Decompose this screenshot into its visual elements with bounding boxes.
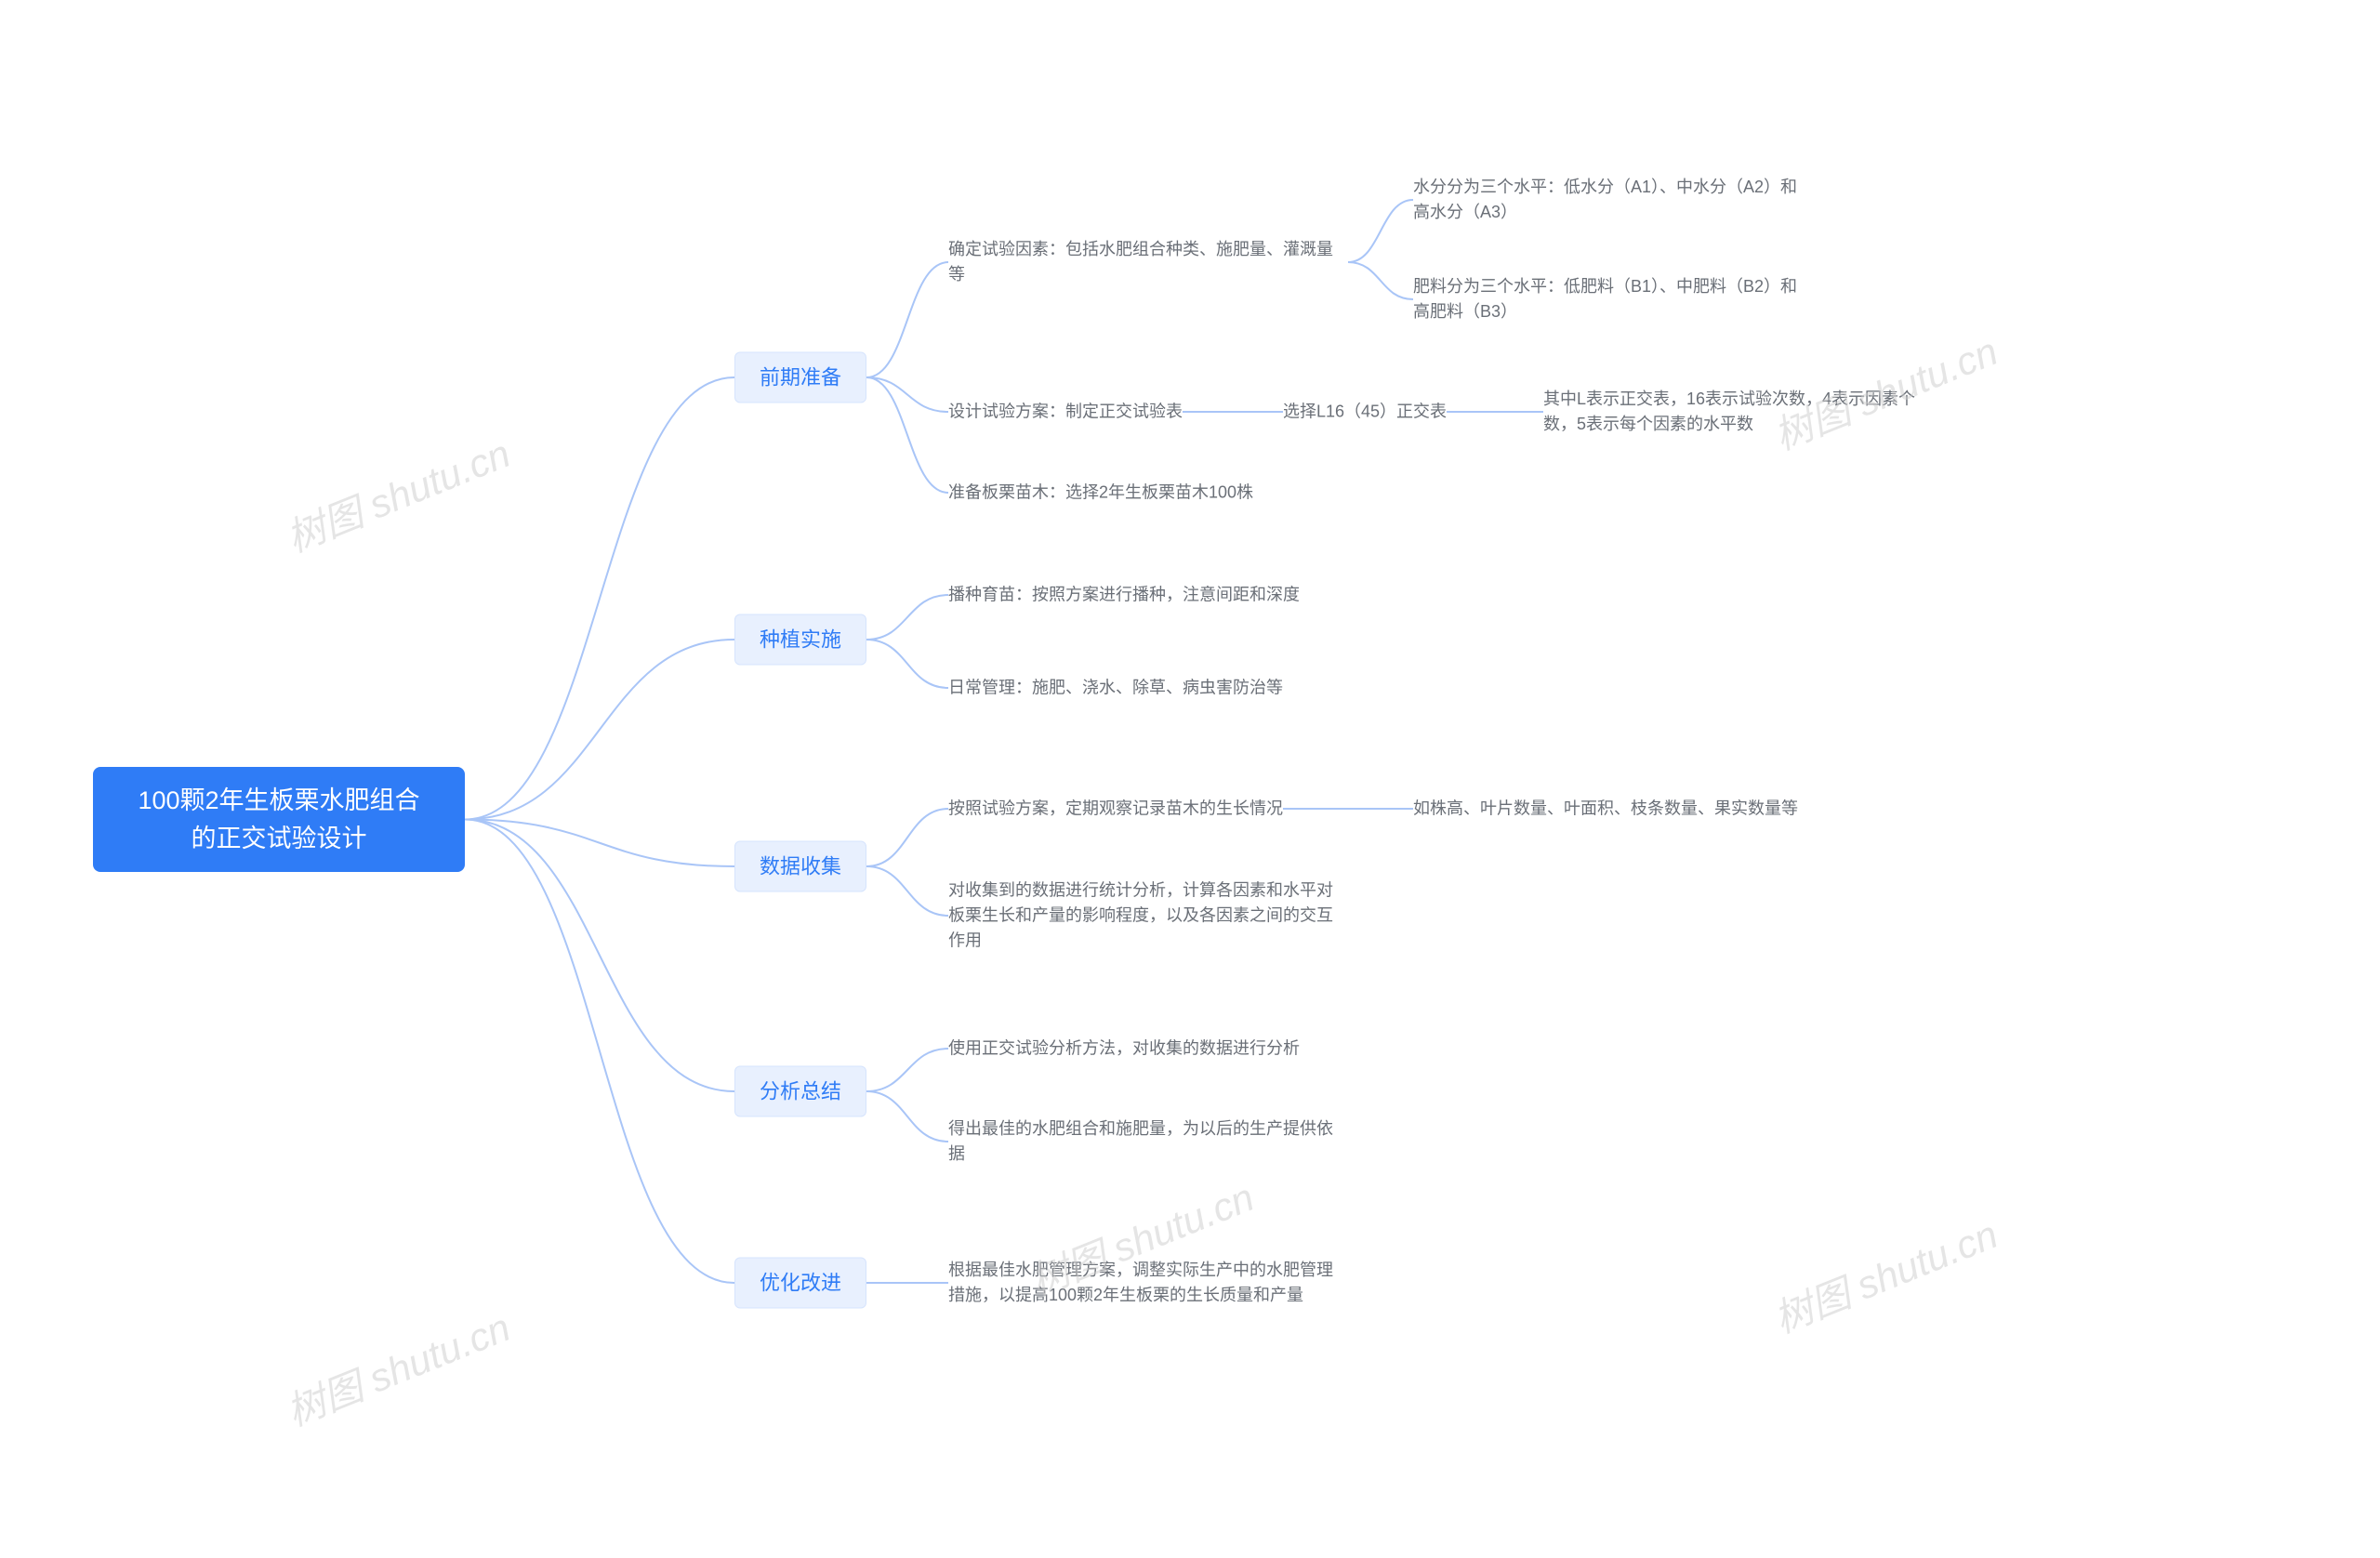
leaf-node[interactable]: 准备板栗苗木：选择2年生板栗苗木100株 [948,481,1253,506]
connector-edge [866,1049,948,1091]
connector-edge [866,640,948,688]
watermark: 树图 shutu.cn [277,423,518,564]
connector-edge [465,820,734,1092]
leaf-label: 肥料分为三个水平：低肥料（B1）、中肥料（B2）和高肥料（B3） [1413,274,1813,324]
connector-edge [866,262,948,377]
connector-edge [465,377,734,820]
connector-edge [866,377,948,412]
mindmap-canvas: 100颗2年生板栗水肥组合 的正交试验设计 前期准备 种植实施 数据收集 分析总… [0,0,2380,1558]
branch-data-collection[interactable]: 数据收集 [734,841,866,892]
connector-edge [866,866,948,916]
leaf-label: 其中L表示正交表，16表示试验次数，4表示因素个数，5表示每个因素的水平数 [1543,387,1943,437]
leaf-label: 日常管理：施肥、浇水、除草、病虫害防治等 [948,676,1283,701]
leaf-node[interactable]: 使用正交试验分析方法，对收集的数据进行分析 [948,1036,1300,1062]
leaf-node[interactable]: 如株高、叶片数量、叶面积、枝条数量、果实数量等 [1413,797,1798,822]
leaf-label: 准备板栗苗木：选择2年生板栗苗木100株 [948,481,1253,506]
leaf-node[interactable]: 播种育苗：按照方案进行播种，注意间距和深度 [948,583,1300,608]
connector-edge [1348,262,1413,299]
leaf-node[interactable]: 按照试验方案，定期观察记录苗木的生长情况 [948,797,1283,822]
connector-edge [465,820,734,1284]
leaf-node[interactable]: 选择L16（45）正交表 [1283,400,1447,425]
branch-label: 数据收集 [760,852,841,882]
connector-edge [866,595,948,640]
connector-edge [465,820,734,867]
branch-label: 优化改进 [760,1268,841,1299]
connector-edge [465,640,734,820]
leaf-node[interactable]: 设计试验方案：制定正交试验表 [948,400,1183,425]
leaf-label: 选择L16（45）正交表 [1283,400,1447,425]
connector-edge [866,809,948,866]
leaf-label: 如株高、叶片数量、叶面积、枝条数量、果实数量等 [1413,797,1798,822]
branch-optimization[interactable]: 优化改进 [734,1258,866,1309]
leaf-label: 对收集到的数据进行统计分析，计算各因素和水平对板栗生长和产量的影响程度，以及各因… [948,878,1348,954]
branch-label: 种植实施 [760,625,841,655]
leaf-label: 根据最佳水肥管理方案，调整实际生产中的水肥管理措施，以提高100颗2年生板栗的生… [948,1258,1348,1308]
branch-analysis[interactable]: 分析总结 [734,1066,866,1117]
leaf-label: 确定试验因素：包括水肥组合种类、施肥量、灌溉量等 [948,237,1348,287]
watermark: 树图 shutu.cn [1765,1204,2005,1345]
leaf-node[interactable]: 确定试验因素：包括水肥组合种类、施肥量、灌溉量等 [948,237,1348,287]
leaf-node[interactable]: 肥料分为三个水平：低肥料（B1）、中肥料（B2）和高肥料（B3） [1413,274,1813,324]
branch-label: 前期准备 [760,363,841,393]
branch-label: 分析总结 [760,1076,841,1107]
connector-edge [866,377,948,493]
leaf-node[interactable]: 根据最佳水肥管理方案，调整实际生产中的水肥管理措施，以提高100颗2年生板栗的生… [948,1258,1348,1308]
leaf-label: 得出最佳的水肥组合和施肥量，为以后的生产提供依据 [948,1116,1348,1167]
connector-edge [866,1091,948,1142]
branch-preparation[interactable]: 前期准备 [734,352,866,403]
connector-edge [1348,200,1413,262]
leaf-label: 按照试验方案，定期观察记录苗木的生长情况 [948,797,1283,822]
leaf-node[interactable]: 水分分为三个水平：低水分（A1）、中水分（A2）和高水分（A3） [1413,175,1813,225]
leaf-label: 使用正交试验分析方法，对收集的数据进行分析 [948,1036,1300,1062]
leaf-label: 水分分为三个水平：低水分（A1）、中水分（A2）和高水分（A3） [1413,175,1813,225]
root-node[interactable]: 100颗2年生板栗水肥组合 的正交试验设计 [93,767,465,872]
watermark: 树图 shutu.cn [277,1297,518,1438]
leaf-node[interactable]: 对收集到的数据进行统计分析，计算各因素和水平对板栗生长和产量的影响程度，以及各因… [948,878,1348,954]
leaf-node[interactable]: 得出最佳的水肥组合和施肥量，为以后的生产提供依据 [948,1116,1348,1167]
branch-planting[interactable]: 种植实施 [734,614,866,666]
leaf-node[interactable]: 其中L表示正交表，16表示试验次数，4表示因素个数，5表示每个因素的水平数 [1543,387,1943,437]
root-line1: 100颗2年生板栗水肥组合 [138,782,419,820]
root-line2: 的正交试验设计 [192,820,367,858]
leaf-label: 设计试验方案：制定正交试验表 [948,400,1183,425]
leaf-node[interactable]: 日常管理：施肥、浇水、除草、病虫害防治等 [948,676,1283,701]
leaf-label: 播种育苗：按照方案进行播种，注意间距和深度 [948,583,1300,608]
